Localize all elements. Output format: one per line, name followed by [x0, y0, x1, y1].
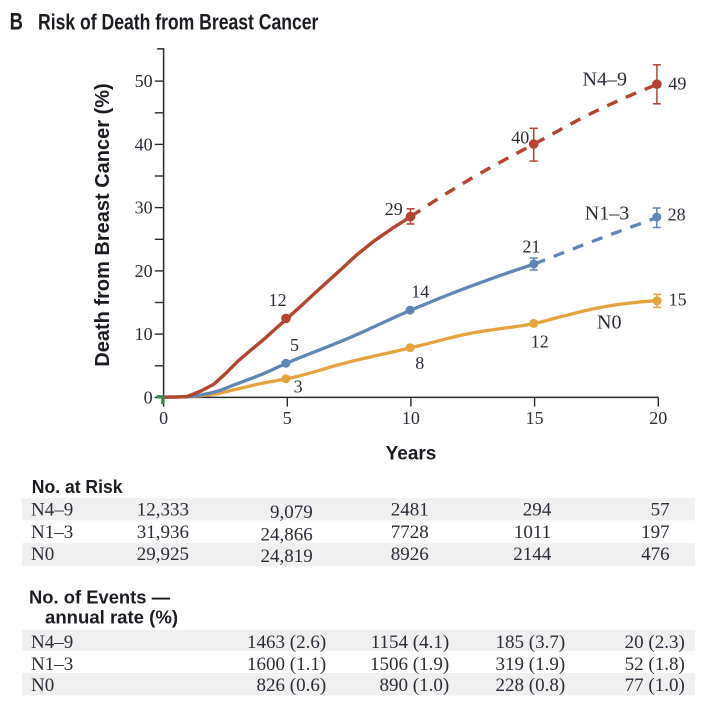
svg-text:476: 476	[641, 544, 670, 565]
svg-text:29,925: 29,925	[137, 544, 189, 565]
svg-text:185 (3.7): 185 (3.7)	[496, 632, 566, 653]
svg-text:No. at Risk: No. at Risk	[32, 477, 124, 497]
svg-text:10: 10	[402, 408, 420, 428]
svg-text:197: 197	[641, 522, 670, 543]
svg-text:30: 30	[135, 198, 153, 218]
svg-text:0: 0	[144, 388, 153, 408]
svg-text:21: 21	[522, 237, 540, 257]
svg-text:N1–3: N1–3	[585, 203, 629, 225]
svg-text:40: 40	[511, 128, 529, 148]
svg-text:N4–9: N4–9	[583, 69, 627, 91]
svg-text:319 (1.9): 319 (1.9)	[496, 654, 566, 675]
svg-text:1463 (2.6): 1463 (2.6)	[247, 632, 326, 653]
svg-text:annual rate (%): annual rate (%)	[45, 607, 178, 627]
svg-text:N1–3: N1–3	[31, 522, 73, 543]
svg-text:12: 12	[269, 290, 287, 310]
svg-text:294: 294	[523, 500, 552, 521]
svg-text:Years: Years	[386, 443, 437, 464]
svg-text:24,866: 24,866	[261, 524, 313, 545]
svg-text:N0: N0	[31, 544, 54, 565]
svg-text:40: 40	[135, 135, 153, 155]
svg-text:52 (1.8): 52 (1.8)	[625, 654, 685, 675]
svg-text:3: 3	[294, 377, 303, 397]
svg-text:15: 15	[526, 408, 544, 428]
svg-text:49: 49	[668, 74, 686, 94]
svg-text:1011: 1011	[514, 522, 551, 543]
svg-text:5: 5	[290, 335, 299, 355]
svg-text:50: 50	[135, 71, 153, 91]
svg-text:20: 20	[649, 408, 667, 428]
svg-text:N1–3: N1–3	[31, 654, 73, 675]
svg-text:12: 12	[531, 331, 549, 351]
svg-text:14: 14	[411, 282, 429, 302]
svg-text:228 (0.8): 228 (0.8)	[496, 675, 566, 696]
svg-text:2481: 2481	[391, 500, 429, 521]
svg-text:1600 (1.1): 1600 (1.1)	[247, 654, 326, 675]
svg-text:Death from Breast Cancer (%): Death from Breast Cancer (%)	[92, 83, 114, 366]
svg-text:7728: 7728	[391, 522, 429, 543]
svg-text:24,819: 24,819	[261, 546, 313, 567]
svg-text:20 (2.3): 20 (2.3)	[625, 632, 685, 653]
svg-text:826 (0.6): 826 (0.6)	[257, 675, 327, 696]
svg-text:15: 15	[669, 289, 687, 309]
svg-text:890 (1.0): 890 (1.0)	[380, 675, 450, 696]
svg-text:12,333: 12,333	[137, 500, 189, 521]
svg-text:10: 10	[135, 324, 153, 344]
svg-text:77 (1.0): 77 (1.0)	[625, 675, 685, 696]
svg-text:2144: 2144	[513, 544, 552, 565]
svg-text:Risk of Death from Breast Canc: Risk of Death from Breast Cancer	[38, 9, 319, 34]
svg-text:N0: N0	[31, 675, 54, 696]
svg-text:1154 (4.1): 1154 (4.1)	[371, 632, 449, 653]
svg-text:28: 28	[668, 204, 686, 224]
svg-text:N4–9: N4–9	[31, 500, 73, 521]
svg-text:N4–9: N4–9	[31, 632, 73, 653]
svg-text:8: 8	[415, 353, 424, 373]
svg-text:57: 57	[651, 500, 670, 521]
svg-text:8926: 8926	[391, 544, 429, 565]
svg-text:29: 29	[385, 199, 403, 219]
svg-text:No. of Events —: No. of Events —	[29, 587, 170, 607]
svg-text:1506 (1.9): 1506 (1.9)	[370, 654, 449, 675]
svg-text:31,936: 31,936	[137, 522, 189, 543]
svg-text:5: 5	[283, 408, 292, 428]
svg-text:9,079: 9,079	[270, 502, 313, 523]
svg-text:0: 0	[159, 408, 168, 428]
svg-text:N0: N0	[597, 312, 621, 334]
svg-text:20: 20	[135, 261, 153, 281]
svg-text:B: B	[10, 9, 23, 36]
